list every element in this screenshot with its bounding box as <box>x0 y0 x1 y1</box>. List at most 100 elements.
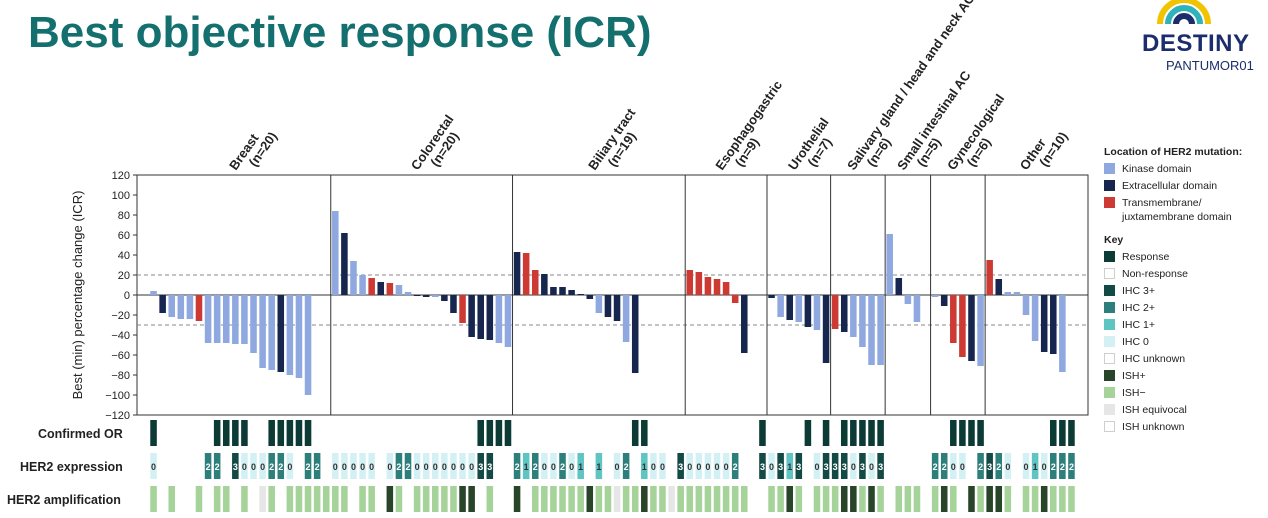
ihc-cell <box>686 453 694 479</box>
ish-cell <box>595 486 603 512</box>
legend-key-label: ISH equivocal <box>1122 404 1187 416</box>
ihc-cell <box>1068 453 1075 479</box>
ish-cell <box>1004 486 1012 512</box>
ihc-cell <box>468 453 475 479</box>
waterfall-bar <box>968 295 975 361</box>
ihc-score-label: 3 <box>678 462 683 472</box>
ihc-cell <box>1050 453 1057 479</box>
legend-key-swatch <box>1104 353 1115 364</box>
legend: Location of HER2 mutation: Kinase domain… <box>1104 146 1266 437</box>
legend-key-swatch <box>1104 387 1115 398</box>
ish-cell <box>650 486 657 512</box>
ish-cell <box>359 486 366 512</box>
ihc-score-label: 2 <box>269 462 274 472</box>
ish-cell <box>422 486 430 512</box>
ihc-score-label: 3 <box>987 462 992 472</box>
ihc-score-label: 0 <box>814 462 819 472</box>
ihc-cell <box>613 453 621 479</box>
legend-key-label: IHC 1+ <box>1122 319 1155 331</box>
ihc-score-label: 0 <box>460 462 465 472</box>
waterfall-bar <box>786 295 793 320</box>
or-response-cell <box>1050 420 1057 446</box>
ish-cell <box>313 486 321 512</box>
waterfall-bar <box>631 295 639 373</box>
ish-cell <box>859 486 866 512</box>
waterfall-bar <box>386 283 394 295</box>
ihc-score-label: 0 <box>433 462 438 472</box>
ihc-cell <box>695 453 703 479</box>
ihc-score-label: 2 <box>315 462 320 472</box>
legend-key-swatch <box>1104 370 1115 381</box>
logo-wordmark: DESTINY <box>1142 30 1250 57</box>
ihc-cell <box>950 453 957 479</box>
waterfall-bar <box>704 277 712 295</box>
ihc-cell <box>422 453 430 479</box>
or-response-cell <box>877 420 884 446</box>
waterfall-bar <box>1040 295 1048 352</box>
legend-key-title: Key <box>1104 234 1124 246</box>
ihc-cell <box>813 453 821 479</box>
y-tick-label: 120 <box>112 170 130 182</box>
ish-cell <box>1059 486 1066 512</box>
ihc-score-label: 0 <box>705 462 710 472</box>
or-response-cell <box>977 420 984 446</box>
ish-cell <box>931 486 939 512</box>
ihc-cell <box>277 453 285 479</box>
ish-cell <box>559 486 566 512</box>
y-tick-label: 0 <box>124 290 130 302</box>
waterfall-bar <box>895 278 903 295</box>
legend-location-item: Extracellular domain <box>1104 179 1266 193</box>
ihc-score-label: 0 <box>615 462 620 472</box>
y-tick-label: −120 <box>105 410 130 422</box>
ihc-cell <box>404 453 412 479</box>
ihc-cell <box>341 453 348 479</box>
legend-key-item: Non-response <box>1104 267 1266 281</box>
ihc-cell <box>286 453 294 479</box>
ihc-cell <box>759 453 766 479</box>
waterfall-bar <box>513 252 521 295</box>
legend-key-item: ISH equivocal <box>1104 403 1266 417</box>
legend-key-label: Non-response <box>1122 268 1188 280</box>
ihc-cell <box>250 453 257 479</box>
waterfall-bar <box>1050 295 1057 354</box>
or-response-cell <box>840 420 848 446</box>
ish-cell <box>913 486 921 512</box>
y-tick-label: −40 <box>111 330 130 342</box>
ish-cell <box>577 486 584 512</box>
ihc-score-label: 0 <box>469 462 474 472</box>
waterfall-bar <box>232 295 239 344</box>
legend-key-swatch <box>1104 285 1115 296</box>
or-response-cell <box>495 420 503 446</box>
waterfall-bar <box>295 295 303 378</box>
ihc-cell <box>713 453 721 479</box>
ihc-cell <box>477 453 484 479</box>
ihc-cell <box>232 453 239 479</box>
waterfall-bar <box>504 295 512 347</box>
ish-cell <box>568 486 575 512</box>
waterfall-bar <box>959 295 966 357</box>
ish-cell <box>895 486 903 512</box>
waterfall-bar <box>1031 295 1039 341</box>
waterfall-bar <box>150 291 157 295</box>
ish-cell <box>677 486 684 512</box>
ish-cell <box>904 486 912 512</box>
waterfall-bar <box>795 295 803 322</box>
waterfall-bar <box>731 295 739 303</box>
ihc-cell <box>332 453 339 479</box>
waterfall-bar <box>413 295 421 296</box>
ish-cell <box>513 486 521 512</box>
ish-cell <box>441 486 448 512</box>
waterfall-bar <box>686 270 694 295</box>
destiny-logo-icon <box>1157 0 1211 25</box>
ish-cell <box>831 486 839 512</box>
ihc-score-label: 0 <box>687 462 692 472</box>
waterfall-bar <box>541 274 548 295</box>
ihc-score-label: 0 <box>724 462 729 472</box>
logo-subtitle: PANTUMOR01 <box>1166 58 1254 73</box>
ihc-score-label: 0 <box>251 462 256 472</box>
or-response-cell <box>850 420 857 446</box>
group-label: Biliary tract(n=19) <box>585 105 650 181</box>
ihc-score-label: 2 <box>306 462 311 472</box>
or-response-cell <box>631 420 639 446</box>
page-title: Best objective response (ICR) <box>28 8 652 57</box>
